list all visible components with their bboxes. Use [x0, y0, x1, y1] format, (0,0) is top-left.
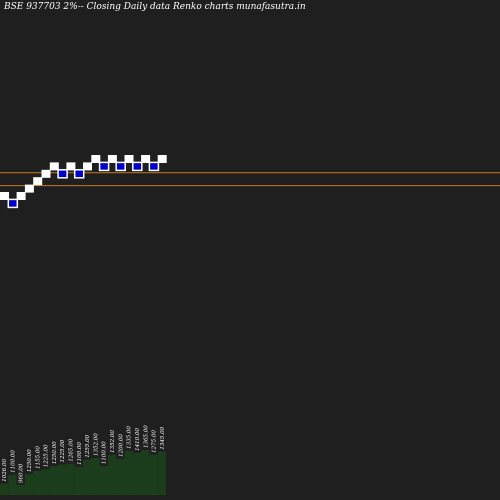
- volume-bar: [91, 458, 100, 495]
- renko-brick-up: [157, 155, 167, 163]
- volume-label: 1250.00: [52, 441, 58, 464]
- volume-bar: [49, 466, 59, 495]
- volume-bar: [41, 469, 50, 495]
- renko-brick-down: [115, 161, 126, 172]
- volume-label: 1410.00: [135, 428, 141, 451]
- volume-bar: [0, 483, 9, 495]
- renko-brick-up: [0, 192, 9, 200]
- renko-brick-up: [66, 162, 76, 171]
- volume-label: 1352.00: [93, 433, 99, 456]
- renko-brick-down: [7, 198, 19, 209]
- volume-label: 1335.00: [127, 426, 133, 449]
- renko-brick-up: [33, 177, 43, 186]
- volume-bar: [132, 452, 142, 495]
- volume-bar: [141, 450, 150, 495]
- volume-label: 1100.00: [77, 442, 83, 465]
- volume-label: 960.00: [19, 463, 25, 483]
- volume-label: 1255.00: [85, 434, 91, 457]
- volume-bar: [33, 470, 42, 495]
- volume-label: 1275.00: [152, 430, 158, 453]
- volume-bar: [16, 484, 25, 495]
- renko-brick-up: [91, 155, 101, 163]
- volume-bar: [74, 466, 83, 495]
- volume-bar: [124, 450, 133, 495]
- renko-bricks: [0, 155, 167, 209]
- volume-bar: [8, 474, 17, 495]
- volume-label: 1225.00: [44, 444, 50, 467]
- renko-brick-up: [107, 155, 117, 163]
- volume-label: 1250.00: [27, 449, 33, 472]
- volume-label: 1225.00: [60, 439, 66, 462]
- renko-brick-down: [148, 161, 160, 172]
- volume-bar: [58, 464, 67, 495]
- volume-bar: [157, 451, 166, 495]
- volume-label: 1352.00: [110, 430, 116, 453]
- renko-brick-up: [124, 155, 134, 163]
- volume-bar: [24, 474, 34, 495]
- renko-brick-up: [41, 169, 51, 178]
- volume-bar: [99, 466, 108, 495]
- volume-bar: [116, 458, 125, 495]
- renko-brick-down: [132, 161, 143, 172]
- renko-brick-down: [98, 161, 110, 172]
- volume-bar: [66, 463, 75, 495]
- renko-brick-down: [73, 169, 85, 179]
- volume-label: 1365.00: [143, 425, 149, 448]
- volume-label: 1026.00: [2, 459, 8, 482]
- volume-label: 1200.00: [118, 434, 124, 457]
- renko-brick-down: [57, 169, 68, 179]
- volume-label: 1155.00: [35, 446, 41, 469]
- chart-title: BSE 937703 2%-- Closing Daily data Renko…: [4, 2, 306, 12]
- renko-brick-up: [83, 162, 92, 171]
- volume-label: 1265.00: [69, 438, 75, 461]
- renko-brick-up: [24, 184, 34, 193]
- renko-brick-up: [16, 192, 26, 200]
- volume-bars: [0, 450, 166, 495]
- volume-bar: [149, 454, 158, 495]
- volume-bar: [83, 459, 92, 495]
- renko-brick-up: [141, 155, 151, 163]
- volume-bar: [107, 454, 117, 495]
- volume-label: 1345.00: [160, 426, 166, 449]
- volume-label: 1100.00: [10, 450, 16, 473]
- volume-label: 1100.00: [102, 441, 108, 464]
- renko-brick-up: [49, 162, 59, 171]
